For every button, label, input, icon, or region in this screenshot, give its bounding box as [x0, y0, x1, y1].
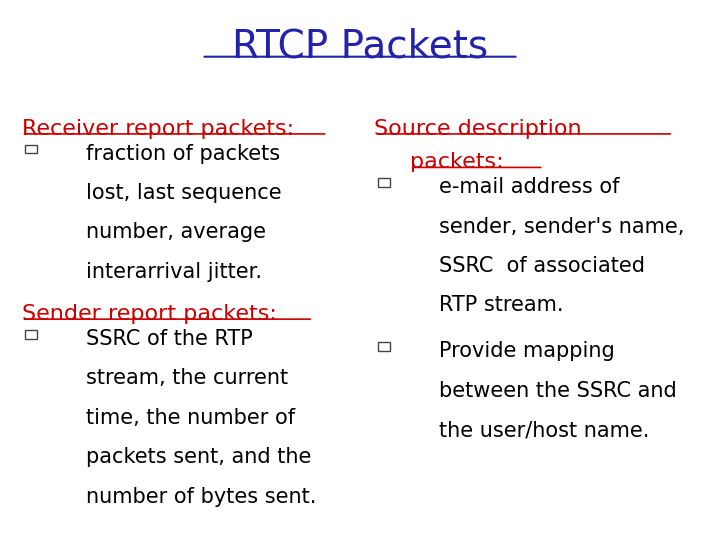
- Text: RTCP Packets: RTCP Packets: [232, 27, 488, 65]
- Text: time, the number of: time, the number of: [86, 408, 295, 428]
- Text: stream, the current: stream, the current: [86, 368, 289, 388]
- Text: between the SSRC and: between the SSRC and: [439, 381, 677, 401]
- Text: e-mail address of: e-mail address of: [439, 177, 620, 197]
- Text: number of bytes sent.: number of bytes sent.: [86, 487, 317, 507]
- Text: RTP stream.: RTP stream.: [439, 295, 564, 315]
- Bar: [378, 342, 390, 351]
- Text: SSRC  of associated: SSRC of associated: [439, 256, 645, 276]
- Bar: [378, 178, 390, 187]
- Text: lost, last sequence: lost, last sequence: [86, 183, 282, 203]
- Bar: [25, 330, 37, 339]
- Text: fraction of packets: fraction of packets: [86, 144, 281, 164]
- Text: Sender report packets:: Sender report packets:: [22, 304, 276, 324]
- Text: packets sent, and the: packets sent, and the: [86, 447, 312, 467]
- Text: Receiver report packets:: Receiver report packets:: [22, 119, 294, 139]
- Text: SSRC of the RTP: SSRC of the RTP: [86, 329, 253, 349]
- Text: sender, sender's name,: sender, sender's name,: [439, 217, 685, 237]
- Text: Provide mapping: Provide mapping: [439, 341, 615, 361]
- Text: Source description: Source description: [374, 119, 582, 139]
- Text: packets:: packets:: [410, 152, 504, 172]
- Text: number, average: number, average: [86, 222, 266, 242]
- Text: the user/host name.: the user/host name.: [439, 420, 649, 440]
- Text: interarrival jitter.: interarrival jitter.: [86, 262, 262, 282]
- Bar: [25, 145, 37, 153]
